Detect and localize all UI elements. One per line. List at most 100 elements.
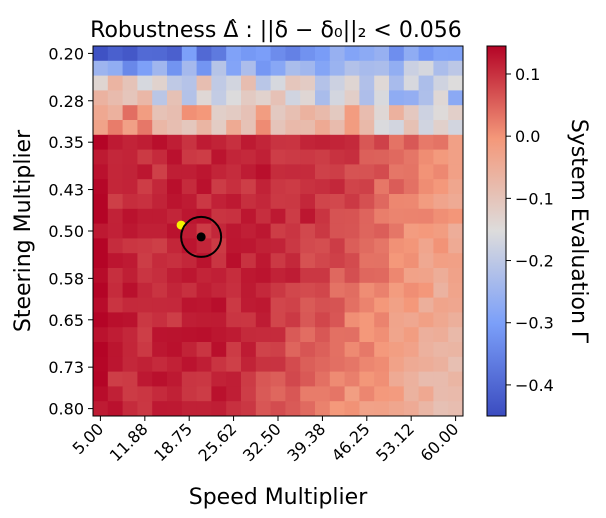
heatmap-cell [152, 120, 168, 136]
heatmap-cell [389, 282, 405, 298]
heatmap-cell [255, 149, 271, 165]
heatmap-cell [315, 179, 331, 195]
heatmap-cell [241, 371, 257, 387]
heatmap-cell [255, 282, 271, 298]
heatmap-cell [196, 120, 212, 136]
heatmap-cell [403, 120, 419, 136]
heatmap-cell [152, 223, 168, 239]
heatmap-cell [226, 401, 242, 417]
heatmap-cell [433, 105, 449, 121]
heatmap-cell [389, 164, 405, 180]
heatmap-cell [196, 282, 212, 298]
heatmap-cell [196, 342, 212, 358]
heatmap-cell [300, 60, 316, 76]
heatmap-cell [374, 327, 390, 343]
heatmap-cell [107, 253, 123, 269]
heatmap-cell [107, 282, 123, 298]
heatmap-cell [315, 253, 331, 269]
heatmap-cell [241, 342, 257, 358]
heatmap-cell [137, 342, 153, 358]
heatmap-cell [315, 238, 331, 254]
heatmap-cells [93, 46, 464, 417]
heatmap-cell [300, 253, 316, 269]
heatmap-cell [181, 105, 197, 121]
heatmap-cell [389, 90, 405, 106]
heatmap-cell [270, 401, 286, 417]
heatmap-cell [403, 134, 419, 150]
heatmap-cell [137, 371, 153, 387]
heatmap-cell [137, 194, 153, 210]
heatmap-cell [300, 179, 316, 195]
heatmap-cell [226, 60, 242, 76]
heatmap-cell [344, 356, 360, 372]
heatmap-cell [418, 342, 434, 358]
x-tick-label: 5.00 [69, 419, 108, 458]
heatmap-cell [122, 90, 138, 106]
heatmap-cell [448, 149, 464, 165]
heatmap-cell [211, 208, 227, 224]
heatmap-cell [418, 312, 434, 328]
heatmap-cell [344, 386, 360, 402]
heatmap-cell [226, 356, 242, 372]
heatmap-cell [433, 46, 449, 62]
heatmap-cell [241, 120, 257, 136]
heatmap-cell [196, 386, 212, 402]
heatmap-cell [403, 371, 419, 387]
nominal-point [196, 232, 206, 242]
heatmap-cell [241, 253, 257, 269]
x-axis-label: Speed Multiplier [189, 485, 368, 510]
heatmap-cell [255, 253, 271, 269]
heatmap-cell [93, 75, 109, 91]
colorbar-label: System Evaluation Γ [566, 119, 591, 344]
heatmap-cell [315, 46, 331, 62]
heatmap-cell [344, 371, 360, 387]
heatmap-cell [344, 312, 360, 328]
heatmap-cell [226, 371, 242, 387]
heatmap-cell [226, 386, 242, 402]
heatmap-cell [181, 75, 197, 91]
heatmap-cell [403, 327, 419, 343]
heatmap-cell [418, 90, 434, 106]
heatmap-cell [403, 268, 419, 284]
heatmap-cell [255, 223, 271, 239]
heatmap-cell [167, 356, 183, 372]
heatmap-cell [93, 105, 109, 121]
heatmap-cell [211, 134, 227, 150]
heatmap-cell [418, 208, 434, 224]
heatmap-cell [329, 253, 345, 269]
heatmap-cell [448, 282, 464, 298]
heatmap-cell [93, 238, 109, 254]
heatmap-cell [181, 149, 197, 165]
heatmap-cell [226, 194, 242, 210]
heatmap-cell [167, 134, 183, 150]
heatmap-cell [359, 253, 375, 269]
heatmap-cell [359, 401, 375, 417]
heatmap-cell [418, 75, 434, 91]
colorbar-tick-label: 0.0 [515, 127, 540, 146]
heatmap-cell [255, 297, 271, 313]
heatmap-cell [448, 356, 464, 372]
marker-layer [176, 215, 223, 258]
heatmap-cell [152, 90, 168, 106]
heatmap-cell [359, 75, 375, 91]
heatmap-cell [211, 268, 227, 284]
heatmap-cell [255, 46, 271, 62]
heatmap-cell [329, 386, 345, 402]
heatmap-cell [300, 282, 316, 298]
heatmap-cell [448, 223, 464, 239]
heatmap-cell [196, 46, 212, 62]
heatmap-cell [359, 327, 375, 343]
heatmap-cell [300, 401, 316, 417]
heatmap-cell [167, 149, 183, 165]
heatmap-cell [122, 60, 138, 76]
heatmap-cell [152, 386, 168, 402]
heatmap-cell [359, 342, 375, 358]
heatmap-cell [300, 164, 316, 180]
heatmap-cell [196, 105, 212, 121]
heatmap-cell [315, 312, 331, 328]
heatmap-cell [152, 327, 168, 343]
heatmap-cell [403, 208, 419, 224]
heatmap-cell [344, 401, 360, 417]
colorbar-ticks: 0.1 0.0 −0.1 −0.2 −0.3 −0.4 [506, 65, 554, 395]
heatmap-cell [389, 238, 405, 254]
